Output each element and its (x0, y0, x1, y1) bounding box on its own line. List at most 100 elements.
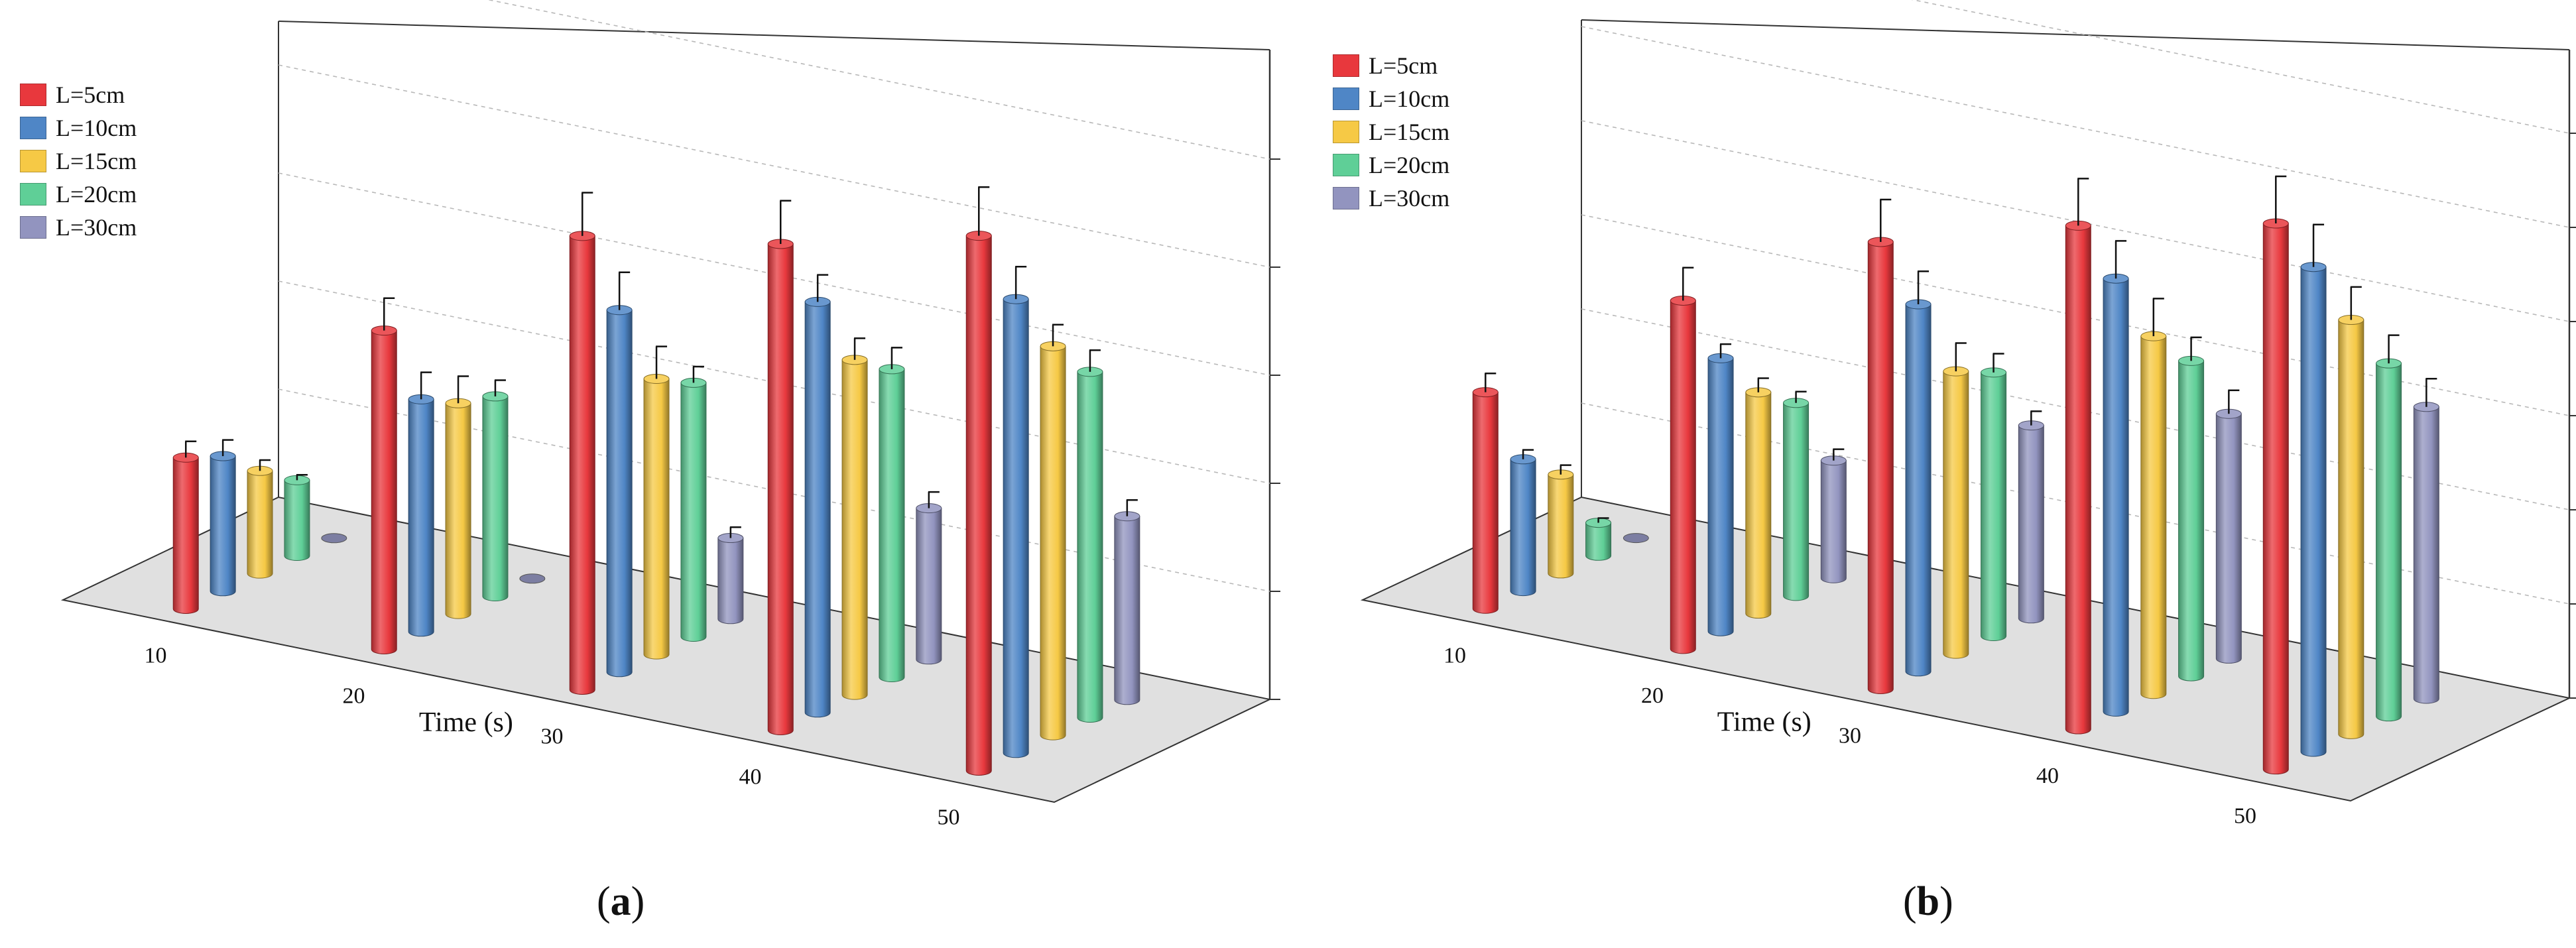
bar-body (2262, 223, 2289, 775)
bar-body (1867, 241, 1894, 694)
legend-swatch-l30 (1333, 187, 1359, 209)
bar-l20cm-t10 (284, 473, 310, 561)
bar-l30cm-t50 (2413, 377, 2439, 704)
bar-l30cm-t40 (916, 491, 942, 665)
x-tick-label-50: 50 (2234, 804, 2256, 829)
bar-l15cm-t30 (643, 345, 670, 660)
legend-label-l20: L=20cm (1369, 152, 1450, 178)
bar-body (2178, 360, 2205, 681)
gridline (487, 0, 1270, 160)
x-tick-label-10: 10 (145, 644, 167, 668)
x-tick-label-20: 20 (343, 684, 365, 709)
bar-body (1981, 372, 2007, 641)
bar-body (408, 398, 434, 637)
bar-body (371, 330, 397, 654)
bar-l10cm-t10 (210, 439, 236, 597)
bar-body (643, 378, 670, 660)
caption-letter-b: b (1916, 879, 1940, 924)
legend-item-l5: L=5cm (20, 78, 137, 111)
bar-body (284, 479, 310, 561)
x-tick-label-40: 40 (739, 765, 762, 790)
bar-l20cm-t30 (1981, 353, 2007, 641)
legend-label-l15: L=15cm (1369, 119, 1450, 145)
legend-label-l15: L=15cm (56, 148, 137, 174)
bar-body (2300, 267, 2327, 757)
bar-l10cm-t10 (1510, 449, 1536, 597)
bar-l5cm-t20 (1670, 267, 1696, 654)
bar-l15cm-t50 (2338, 286, 2364, 739)
x-tick-label-50: 50 (938, 805, 960, 830)
bar-body (1040, 345, 1066, 741)
bar-l5cm-t10 (172, 440, 199, 614)
bar-body (210, 455, 236, 597)
bar-l20cm-t20 (482, 379, 509, 601)
bar-l10cm-t20 (1707, 343, 1734, 636)
bar-body (804, 301, 831, 718)
legend-label-l5: L=5cm (1369, 52, 1438, 79)
x-axis-label: Time (s) (419, 707, 513, 738)
legend-item-l30: L=30cm (20, 211, 137, 244)
bar-l30cm-t30 (717, 526, 744, 624)
gridline (1581, 26, 2570, 228)
bar-body (717, 538, 744, 624)
bar-l5cm-t40 (2065, 178, 2091, 735)
legend-swatch-l5 (20, 84, 46, 106)
bar-l15cm-t40 (841, 337, 868, 700)
bar-l30cm-t30 (2018, 410, 2044, 624)
gridline (278, 172, 1270, 376)
bar-l5cm-t50 (965, 186, 992, 776)
legend-item-l10: L=10cm (1333, 82, 1449, 115)
bar-body (1745, 392, 1772, 619)
legend-item-l15: L=15cm (20, 145, 137, 178)
legend-swatch-l15 (1333, 121, 1359, 143)
caption-a: (a) (597, 879, 645, 924)
legend-label-l20: L=20cm (56, 181, 137, 207)
bar-l30cm-t40 (2215, 389, 2242, 664)
legend-swatch-l20 (1333, 154, 1359, 176)
bar-l20cm-t50 (1077, 349, 1103, 723)
bar-body (965, 235, 992, 776)
legend-item-l15: L=15cm (1333, 115, 1449, 148)
bar-body (1585, 522, 1612, 561)
bar-l30cm-t10-stub (1623, 533, 1649, 544)
legend-label-l30: L=30cm (56, 214, 137, 241)
bar-l20cm-t40 (2178, 336, 2205, 681)
bar-body (606, 310, 633, 678)
legend-swatch-l10 (20, 117, 46, 139)
x-tick-label-30: 30 (541, 725, 564, 749)
legend-item-l5: L=5cm (1333, 49, 1449, 82)
bar-l15cm-t10 (1548, 464, 1574, 579)
back-wall-top-edge (278, 21, 1270, 50)
x-tick-label-20: 20 (1641, 683, 1664, 708)
bar-l5cm-t20 (371, 297, 397, 654)
legend-b: L=5cm L=10cm L=15cm L=20cm L=30cm (1333, 49, 1449, 215)
bar-body (1820, 460, 1847, 583)
bar-l30cm-t10-stub (321, 533, 347, 544)
bar-l5cm-t40 (767, 200, 794, 735)
caption-letter-a: a (610, 879, 631, 924)
bar-l5cm-t30 (1867, 198, 1894, 694)
gridline (278, 280, 1270, 484)
bar-l5cm-t50 (2262, 175, 2289, 775)
bar-body (1670, 300, 1696, 654)
legend-label-l5: L=5cm (56, 82, 125, 108)
bar-body (2413, 406, 2439, 704)
bar-body (482, 396, 509, 601)
bar-body (172, 457, 199, 614)
bar-body (2376, 363, 2402, 722)
bar-body (2018, 425, 2044, 624)
gridline (1911, 0, 2570, 134)
bar-l10cm-t40 (2103, 240, 2129, 717)
legend-swatch-l30 (20, 216, 46, 239)
bar-l10cm-t30 (606, 271, 633, 678)
bar-l20cm-t10 (1585, 517, 1612, 561)
bar-l20cm-t30 (680, 365, 707, 642)
bar-l15cm-t30 (1943, 342, 1969, 659)
x-tick-label-40: 40 (2036, 764, 2059, 788)
legend-swatch-l15 (20, 150, 46, 172)
bar-body (879, 369, 905, 682)
bar-l20cm-t50 (2376, 334, 2402, 722)
bar-body (1783, 402, 1809, 601)
bar-l5cm-t10 (1472, 373, 1499, 614)
